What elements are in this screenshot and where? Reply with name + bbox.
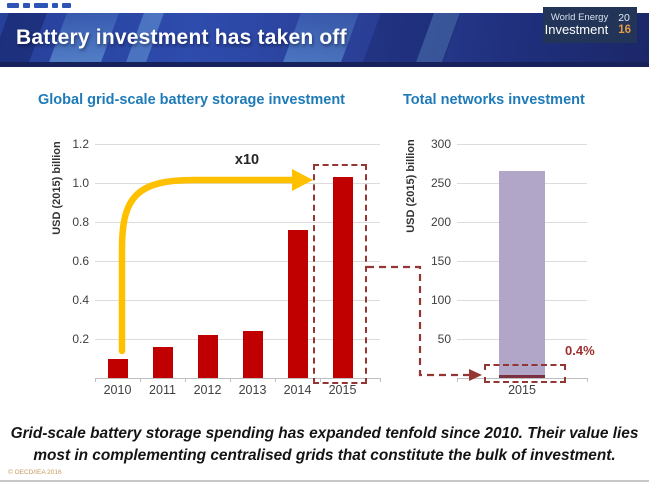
x-category-label: 2014 xyxy=(283,383,312,397)
slide-header: Battery investment has taken off xyxy=(0,13,649,67)
slide-title: Battery investment has taken off xyxy=(16,25,347,49)
logo-year-bottom: 16 xyxy=(618,24,631,37)
axis-tick xyxy=(587,378,588,382)
header-decor-shape xyxy=(412,13,464,62)
dashed-connector-line xyxy=(367,265,470,377)
header-decor-shape xyxy=(359,13,465,62)
x10-annotation: x10 xyxy=(234,152,260,168)
axis-tick xyxy=(95,378,96,382)
axis-tick xyxy=(380,378,381,382)
y-tick-label: 0.6 xyxy=(72,254,89,268)
world-energy-investment-logo: World Energy Investment 20 16 xyxy=(543,7,637,43)
axis-tick xyxy=(275,378,276,382)
decorative-mark xyxy=(62,3,71,8)
bar-2014-value xyxy=(287,229,308,378)
gridline xyxy=(95,144,380,145)
x-category-label: 2011 xyxy=(149,383,176,397)
slide-caption: Grid-scale battery storage spending has … xyxy=(0,423,649,468)
logo-year-top: 20 xyxy=(618,12,630,25)
networks-chart-plot: 50 100 150 200 250 300 2015 xyxy=(431,137,588,397)
bar-2015-value xyxy=(332,177,353,378)
bar-2011-value xyxy=(152,346,173,378)
bar-2013-value xyxy=(242,331,263,378)
share-percentage-label: 0.4% xyxy=(565,343,595,358)
highlight-box-2015-battery xyxy=(313,164,367,384)
axis-tick xyxy=(320,378,321,382)
decorative-mark xyxy=(34,3,48,8)
slide-bottom-border xyxy=(0,480,649,482)
axis-tick xyxy=(457,378,458,382)
caption-line-1: Grid-scale battery storage spending has … xyxy=(10,425,639,442)
logo-wordmark: World Energy Investment xyxy=(545,13,609,37)
logo-year: 20 16 xyxy=(618,12,631,37)
x-category-label: 2015 xyxy=(328,383,357,397)
y-tick-label: 100 xyxy=(430,293,451,307)
y-tick-label: 150 xyxy=(430,254,451,268)
axis-tick xyxy=(185,378,186,382)
axis-tick xyxy=(230,378,231,382)
y-tick-label: 0.4 xyxy=(72,293,89,307)
gridline xyxy=(457,144,587,145)
decorative-mark xyxy=(7,3,19,8)
y-tick-label: 50 xyxy=(437,332,451,346)
y-tick-label: 0.2 xyxy=(72,332,89,346)
caption-line-2: most in complementing centralised grids … xyxy=(33,447,616,465)
bar-2012-value xyxy=(197,335,218,378)
y-tick-label: 1.2 xyxy=(72,137,89,151)
bar-2015-networks-investment xyxy=(499,171,545,375)
axis-tick xyxy=(140,378,141,382)
y-tick-label: 0.8 xyxy=(72,215,89,229)
highlight-box-networks-share xyxy=(484,364,566,383)
y-tick-label: 200 xyxy=(430,215,451,229)
x-category-label: 2012 xyxy=(193,383,222,397)
page-top-marks xyxy=(7,3,71,8)
copyright-notice: © OECD/IEA 2016 xyxy=(8,469,62,476)
decorative-mark xyxy=(52,3,58,8)
bar-2010-value xyxy=(107,358,128,378)
y-tick-label: 250 xyxy=(430,176,451,190)
y-tick-label: 300 xyxy=(430,137,451,151)
x-category-label: 2015 xyxy=(508,383,536,397)
logo-line1: World Energy xyxy=(550,12,609,24)
battery-chart-title: Global grid-scale battery storage invest… xyxy=(38,92,346,108)
y-tick-label: 1.0 xyxy=(72,176,89,190)
decorative-mark xyxy=(23,3,30,8)
networks-chart-title: Total networks investment xyxy=(403,92,585,108)
x-category-label: 2010 xyxy=(103,383,132,397)
x-category-label: 2013 xyxy=(238,383,267,397)
bar-2015-battery-storage-share xyxy=(499,375,545,378)
logo-line2: Investment xyxy=(544,22,609,38)
